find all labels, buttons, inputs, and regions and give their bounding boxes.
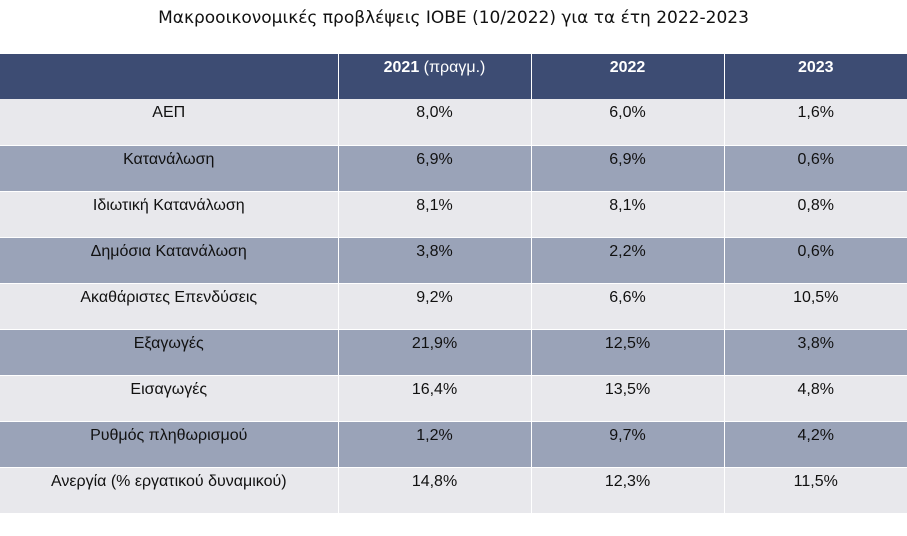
- table-header-row: 2021 (πραγμ.) 2022 2023: [0, 54, 907, 99]
- chart-title: Μακροοικονομικές προβλέψεις ΙΟΒΕ (10/202…: [158, 8, 749, 28]
- table-row: Δημόσια Κατανάλωση 3,8% 2,2% 0,6%: [0, 236, 907, 283]
- value-cell: 21,9%: [337, 328, 531, 375]
- row-label: Ακαθάριστες Επενδύσεις: [0, 282, 338, 329]
- value-cell: 0,6%: [723, 144, 907, 191]
- value-cell: 8,1%: [337, 190, 531, 237]
- column-header-note: (πραγμ.): [419, 59, 486, 76]
- value-cell: 4,8%: [723, 374, 907, 421]
- value-cell: 6,6%: [530, 282, 724, 329]
- forecast-table: 2021 (πραγμ.) 2022 2023 ΑΕΠ 8,0% 6,0% 1,6% Κ…: [0, 54, 907, 513]
- value-cell: 14,8%: [337, 466, 531, 513]
- row-label: Δημόσια Κατανάλωση: [0, 236, 338, 283]
- value-cell: 1,2%: [337, 420, 531, 467]
- value-cell: 8,0%: [337, 99, 531, 145]
- table-row: ΑΕΠ 8,0% 6,0% 1,6%: [0, 99, 907, 145]
- value-cell: 16,4%: [337, 374, 531, 421]
- value-cell: 4,2%: [723, 420, 907, 467]
- row-label: Εισαγωγές: [0, 374, 338, 421]
- row-label: ΑΕΠ: [0, 99, 338, 145]
- value-cell: 6,9%: [530, 144, 724, 191]
- column-header-2022: 2022: [530, 54, 724, 99]
- value-cell: 13,5%: [530, 374, 724, 421]
- column-header-year: 2023: [797, 59, 834, 76]
- value-cell: 8,1%: [530, 190, 724, 237]
- column-header-year: 2022: [609, 59, 646, 76]
- value-cell: 6,0%: [530, 99, 724, 145]
- row-label: Κατανάλωση: [0, 144, 338, 191]
- table-row: Ρυθμός πληθωρισμού 1,2% 9,7% 4,2%: [0, 420, 907, 467]
- column-header-year: 2021: [383, 59, 420, 76]
- table-row: Ακαθάριστες Επενδύσεις 9,2% 6,6% 10,5%: [0, 282, 907, 329]
- value-cell: 11,5%: [723, 466, 907, 513]
- table-row: Κατανάλωση 6,9% 6,9% 0,6%: [0, 144, 907, 191]
- value-cell: 2,2%: [530, 236, 724, 283]
- row-label: Ανεργία (% εργατικού δυναμικού): [0, 466, 338, 513]
- table-row: Ανεργία (% εργατικού δυναμικού) 14,8% 12,3…: [0, 466, 907, 513]
- value-cell: 12,3%: [530, 466, 724, 513]
- value-cell: 12,5%: [530, 328, 724, 375]
- value-cell: 0,8%: [723, 190, 907, 237]
- header-label-cell: [0, 54, 338, 99]
- row-label: Ρυθμός πληθωρισμού: [0, 420, 338, 467]
- value-cell: 9,7%: [530, 420, 724, 467]
- column-header-2023: 2023: [723, 54, 907, 99]
- value-cell: 3,8%: [337, 236, 531, 283]
- value-cell: 3,8%: [723, 328, 907, 375]
- row-label: Εξαγωγές: [0, 328, 338, 375]
- table-row: Ιδιωτική Κατανάλωση 8,1% 8,1% 0,8%: [0, 190, 907, 237]
- value-cell: 10,5%: [723, 282, 907, 329]
- table-body: ΑΕΠ 8,0% 6,0% 1,6% Κατανάλωση 6,9% 6,9% 0,6% Ιδι…: [0, 99, 907, 513]
- value-cell: 9,2%: [337, 282, 531, 329]
- row-label: Ιδιωτική Κατανάλωση: [0, 190, 338, 237]
- column-header-2021: 2021 (πραγμ.): [337, 54, 531, 99]
- value-cell: 6,9%: [337, 144, 531, 191]
- table-row: Εισαγωγές 16,4% 13,5% 4,8%: [0, 374, 907, 421]
- value-cell: 1,6%: [723, 99, 907, 145]
- value-cell: 0,6%: [723, 236, 907, 283]
- table-row: Εξαγωγές 21,9% 12,5% 3,8%: [0, 328, 907, 375]
